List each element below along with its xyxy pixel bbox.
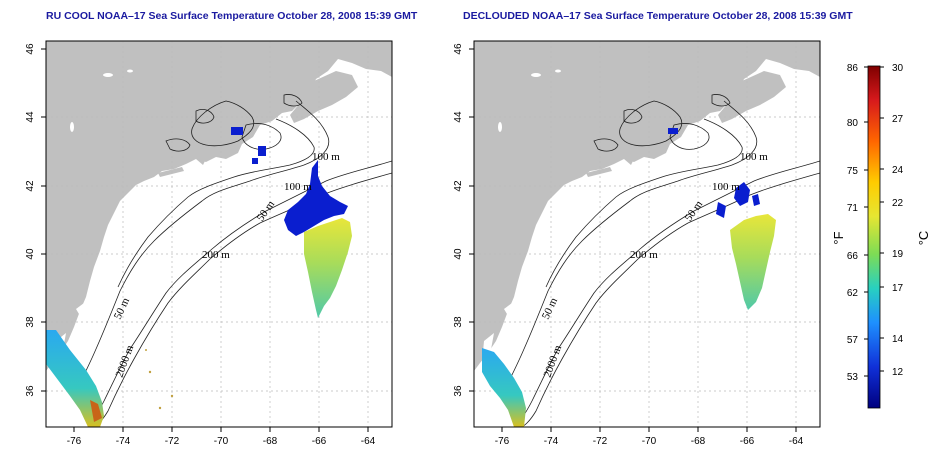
right-map-frame xyxy=(473,40,821,428)
colorbar-f-tick-66: 66 xyxy=(847,251,859,262)
left-x-tick-7: -64 xyxy=(361,436,376,447)
right-y-tick-42: 42 xyxy=(453,180,464,192)
right-sst-cold-patch xyxy=(668,128,760,218)
right-map-panel: 100 m 100 m 50 m 200 m 50 m 2000 m -76 -… xyxy=(453,40,821,447)
temperature-colorbar: 86 80 75 71 66 62 57 53 30 27 24 22 19 1… xyxy=(831,63,931,409)
colorbar-f-tick-75: 75 xyxy=(847,166,859,177)
left-y-tick-44: 44 xyxy=(25,111,36,123)
colorbar-c-tick-19: 19 xyxy=(892,249,904,260)
colorbar-c-tick-27: 27 xyxy=(892,114,904,125)
colorbar-f-tick-86: 86 xyxy=(847,63,859,74)
left-y-tick-40: 40 xyxy=(25,248,36,260)
left-x-tick-5: -68 xyxy=(263,436,278,447)
right-y-tick-36: 36 xyxy=(453,385,464,397)
left-map-frame xyxy=(45,40,393,428)
right-y-tick-44: 44 xyxy=(453,111,464,123)
left-y-tick-36: 36 xyxy=(25,385,36,397)
right-label-100m-b: 100 m xyxy=(712,181,740,193)
left-map-panel: 100 m 100 m 50 m 200 m 50 m 2000 m -76 -… xyxy=(25,40,393,447)
right-x-tick-3: -72 xyxy=(593,436,608,447)
left-label-100m-b: 100 m xyxy=(284,181,312,193)
colorbar-c-tick-30: 30 xyxy=(892,63,904,74)
colorbar-c-tick-17: 17 xyxy=(892,283,904,294)
colorbar-c-tick-14: 14 xyxy=(892,334,904,345)
right-x-tick-1: -76 xyxy=(495,436,510,447)
left-sst-coastal-band xyxy=(46,330,104,427)
right-label-100m-a: 100 m xyxy=(740,151,768,163)
colorbar-f-tick-57: 57 xyxy=(847,335,859,346)
left-map-title: RU COOL NOAA–17 Sea Surface Temperature … xyxy=(46,10,418,22)
colorbar-f-tick-62: 62 xyxy=(847,288,859,299)
left-x-tick-6: -66 xyxy=(312,436,327,447)
left-x-tick-4: -70 xyxy=(214,436,229,447)
colorbar-f-tick-71: 71 xyxy=(847,203,859,214)
left-label-200m: 200 m xyxy=(202,249,230,261)
left-y-tick-42: 42 xyxy=(25,180,36,192)
left-x-tick-3: -72 xyxy=(165,436,180,447)
right-y-tick-40: 40 xyxy=(453,248,464,260)
colorbar-c-tick-24: 24 xyxy=(892,165,904,176)
left-x-tick-1: -76 xyxy=(67,436,82,447)
colorbar-c-tick-22: 22 xyxy=(892,198,904,209)
colorbar-f-tick-80: 80 xyxy=(847,118,859,129)
colorbar-gradient xyxy=(867,65,881,409)
colorbar-fahrenheit-unit: °F xyxy=(831,231,846,244)
left-label-100m-a: 100 m xyxy=(312,151,340,163)
left-x-tick-2: -74 xyxy=(116,436,131,447)
colorbar-f-tick-53: 53 xyxy=(847,372,859,383)
left-sst-warm-blob xyxy=(304,218,352,318)
right-x-tick-5: -68 xyxy=(691,436,706,447)
left-y-tick-38: 38 xyxy=(25,316,36,328)
right-x-tick-2: -74 xyxy=(544,436,559,447)
right-x-tick-4: -70 xyxy=(642,436,657,447)
right-x-tick-7: -64 xyxy=(789,436,804,447)
right-map-title: DECLOUDED NOAA–17 Sea Surface Temperatur… xyxy=(463,10,853,22)
right-y-tick-46: 46 xyxy=(453,43,464,55)
right-sst-coastal-band xyxy=(482,348,526,427)
right-sst-warm-blob xyxy=(730,214,776,310)
colorbar-c-tick-12: 12 xyxy=(892,367,904,378)
right-y-tick-38: 38 xyxy=(453,316,464,328)
right-x-tick-6: -66 xyxy=(740,436,755,447)
left-y-tick-46: 46 xyxy=(25,43,36,55)
right-label-200m: 200 m xyxy=(630,249,658,261)
left-sst-cold-patch xyxy=(231,127,348,236)
colorbar-celsius-unit: °C xyxy=(916,231,931,246)
